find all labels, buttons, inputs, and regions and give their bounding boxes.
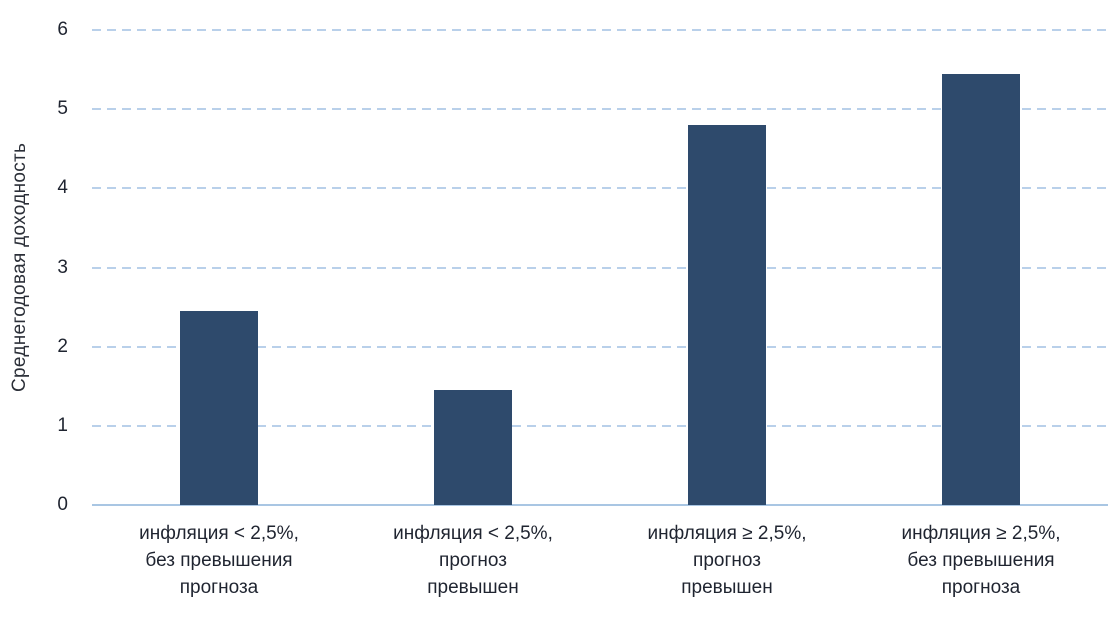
x-axis-labels: инфляция < 2,5%, без превышения прогноза… [92, 521, 1108, 602]
x-axis-line [92, 504, 1108, 506]
bar-slot [600, 30, 854, 505]
gridline [92, 29, 1108, 31]
y-tick-label: 3 [57, 256, 68, 278]
bar [688, 125, 766, 505]
x-category-label: инфляция < 2,5%, без превышения прогноза [139, 523, 299, 598]
y-tick-label: 0 [57, 494, 68, 515]
grid-layer [92, 29, 1108, 506]
y-tick-label: 6 [57, 19, 68, 40]
gridline [92, 424, 1108, 427]
x-category-label: инфляция ≥ 2,5%, без превышения прогноза [901, 523, 1061, 598]
bar [942, 73, 1020, 505]
y-tick-label: 4 [57, 177, 68, 199]
y-axis-ticks: 0 1 2 3 4 5 6 [0, 19, 84, 515]
y-tick-label: 5 [57, 98, 68, 120]
gridline [92, 108, 1108, 111]
bar [434, 390, 512, 505]
bar [180, 311, 258, 505]
gridline [92, 266, 1108, 269]
gridline [92, 345, 1108, 348]
bar-slot [92, 30, 346, 505]
plot-area [92, 29, 1108, 506]
bars-layer [92, 30, 1108, 505]
gridline [92, 187, 1108, 190]
x-category-label: инфляция ≥ 2,5%, прогноз превышен [647, 523, 807, 598]
y-tick-label: 2 [57, 335, 68, 357]
bar-slot [346, 30, 600, 505]
bar-slot [854, 30, 1108, 505]
x-category-label: инфляция < 2,5%, прогноз превышен [393, 523, 553, 598]
y-tick-label: 1 [57, 414, 68, 436]
